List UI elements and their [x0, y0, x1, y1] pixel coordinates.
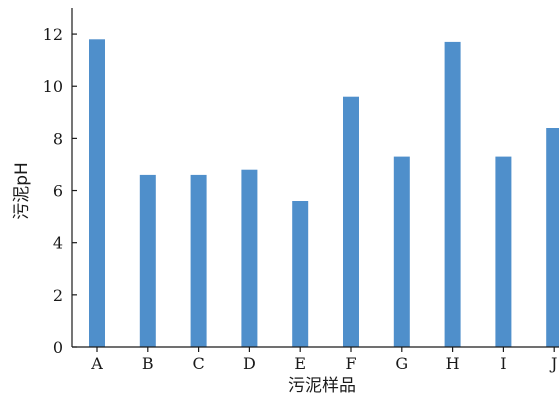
y-tick-label: 2 — [53, 286, 63, 305]
bar-I — [495, 156, 512, 347]
y-ticks-group: 0 2 4 6 8 10 12 — [43, 25, 77, 357]
bar-G — [393, 156, 410, 347]
bars-group — [89, 39, 559, 348]
x-axis-label: 污泥样品 — [288, 376, 356, 396]
y-tick-label: 12 — [43, 25, 63, 44]
x-tick-label-B: B — [142, 354, 154, 373]
y-tick-label: 6 — [53, 182, 63, 201]
bar-D — [241, 169, 258, 347]
x-tick-label-E: E — [294, 354, 306, 373]
bar-F — [343, 96, 359, 347]
x-tick-label-C: C — [192, 354, 204, 373]
x-tick-label-I: I — [500, 354, 506, 373]
x-tick-label-H: H — [446, 354, 460, 373]
y-axis-label: 污泥pH — [12, 162, 32, 220]
y-tick-label: 4 — [53, 234, 63, 253]
bar-C — [190, 174, 207, 347]
x-tick-label-A: A — [90, 354, 103, 373]
bar-J — [546, 128, 559, 347]
bar-E — [292, 201, 309, 347]
y-tick-label: 8 — [53, 129, 63, 148]
bar-B — [139, 174, 156, 347]
axes-group — [71, 8, 559, 348]
x-tick-label-F: F — [345, 354, 356, 373]
y-tick-label: 0 — [53, 338, 63, 357]
x-tick-label-J: J — [549, 354, 557, 373]
bar-H — [444, 41, 461, 348]
x-ticks-group: A B C D E F G H I J — [90, 347, 557, 373]
bar-A — [89, 39, 105, 348]
x-tick-label-D: D — [243, 354, 256, 373]
x-tick-label-G: G — [395, 354, 408, 373]
y-tick-label: 10 — [43, 77, 63, 96]
